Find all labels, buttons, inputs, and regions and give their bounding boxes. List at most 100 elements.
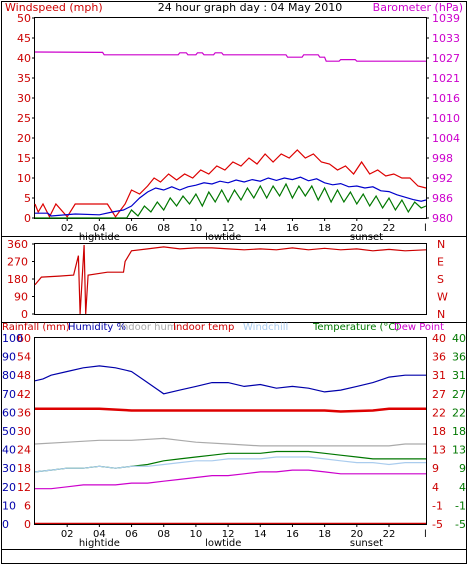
header-dewpoint: Dew Point xyxy=(394,322,444,333)
bottom-left-inner-tick: 42 xyxy=(17,388,31,401)
top-left-tick: 0 xyxy=(24,212,31,225)
x-tick-label: 04 xyxy=(93,223,106,234)
bottom-left-outer-tick: 10 xyxy=(2,499,16,512)
bottom-right-inner-tick: -1 xyxy=(432,499,443,512)
bottom-header-labels: Rainfall (mm) Humidity % Indoor hum Indo… xyxy=(2,322,444,333)
x-tick-label: 02 xyxy=(61,529,74,540)
header-temperature: Temperature (°C) xyxy=(312,322,399,333)
series-indoor-hum xyxy=(34,437,426,447)
tide-marker-label: lowtide xyxy=(205,538,241,549)
series-barometer xyxy=(34,51,426,62)
bottom-left-outer-tick: 0 xyxy=(2,518,9,531)
bottom-left-outer-tick: 90 xyxy=(2,351,16,364)
series-layer xyxy=(34,51,427,525)
bottom-left-inner-tick: 6 xyxy=(24,499,31,512)
bottom-right-outer-tick: 4 xyxy=(459,481,466,494)
bottom-left-inner-tick: 60 xyxy=(17,332,31,345)
series-wind-avg xyxy=(35,182,427,219)
tide-marker-label: sunset xyxy=(350,538,383,549)
x-tick-label: 08 xyxy=(157,529,170,540)
bottom-left-inner-tick: 48 xyxy=(17,369,31,382)
header-rainfall: Rainfall (mm) xyxy=(2,322,70,333)
series-wind-direction xyxy=(34,244,427,315)
bottom-left-inner-tick: 30 xyxy=(17,425,31,438)
top-right-tick: 1039 xyxy=(432,12,460,25)
bottom-right-outer-tick: 27 xyxy=(452,388,466,401)
direction-left-tick: 360 xyxy=(7,238,28,251)
x-tick-label: 22 xyxy=(383,529,396,540)
header-indoor-hum: Indoor hum xyxy=(119,322,177,333)
header-humidity: Humidity % xyxy=(68,322,126,333)
x-tick-label: 06 xyxy=(125,223,138,234)
top-right-tick: 980 xyxy=(432,212,453,225)
bottom-right-inner-tick: 27 xyxy=(432,388,446,401)
direction-left-tick: 90 xyxy=(14,291,28,304)
bottom-right-outer-tick: -1 xyxy=(455,499,466,512)
top-right-tick: 1016 xyxy=(432,92,460,105)
top-left-tick: 25 xyxy=(17,112,31,125)
bottom-right-outer-tick: 31 xyxy=(452,369,466,382)
bottom-plot-frame xyxy=(34,337,427,525)
bottom-left-inner-tick: 24 xyxy=(17,444,31,457)
x-tick-label: 02 xyxy=(61,223,74,234)
x-tick-label: 04 xyxy=(93,529,106,540)
bottom-right-inner-tick: 13 xyxy=(432,444,446,457)
header-indoor-temp: Indoor temp xyxy=(173,322,234,333)
marker-layer: hightide lowtide sunset hightide lowtide suns… xyxy=(79,232,383,549)
bottom-right-outer-tick: -5 xyxy=(455,518,466,531)
top-right-tick: 1021 xyxy=(432,72,460,85)
bottom-left-inner-tick: 18 xyxy=(17,462,31,475)
top-left-tick: 35 xyxy=(17,72,31,85)
bottom-right-inner-tick: 36 xyxy=(432,351,446,364)
series-windchill xyxy=(34,456,426,473)
top-right-axis-label: Barometer (hPa) xyxy=(373,1,463,14)
x-tick-label: 16 xyxy=(286,529,299,540)
top-left-tick: 30 xyxy=(17,92,31,105)
x-tick-label: 18 xyxy=(318,529,331,540)
x-end-tick: l xyxy=(424,223,427,234)
bottom-left-outer-tick: 70 xyxy=(2,388,16,401)
tide-marker-label: hightide xyxy=(79,538,120,549)
top-left-tick: 5 xyxy=(24,192,31,205)
x-tick-label: 06 xyxy=(125,529,138,540)
top-right-tick: 1027 xyxy=(432,52,460,65)
direction-compass-tick: N xyxy=(437,308,445,321)
top-right-tick: 998 xyxy=(432,152,453,165)
bottom-right-inner-tick: 31 xyxy=(432,369,446,382)
bottom-right-inner-tick: 9 xyxy=(432,462,439,475)
bottom-right-inner-tick: 40 xyxy=(432,332,446,345)
x-tick-label: 16 xyxy=(286,223,299,234)
tide-marker-label: sunset xyxy=(350,232,383,243)
bottom-left-outer-tick: 30 xyxy=(2,462,16,475)
bottom-left-outer-tick: 50 xyxy=(2,425,16,438)
direction-compass-tick: S xyxy=(437,273,444,286)
bottom-left-outer-tick: 80 xyxy=(2,369,16,382)
x-end-tick: l xyxy=(424,529,427,540)
top-right-tick: 992 xyxy=(432,172,453,185)
x-tick-label: 20 xyxy=(350,223,363,234)
top-right-tick: 1004 xyxy=(432,132,460,145)
top-right-tick: 1010 xyxy=(432,112,460,125)
bottom-left-outer-tick: 60 xyxy=(2,406,16,419)
x-tick-label: 12 xyxy=(222,529,235,540)
x-tick-label: 10 xyxy=(190,529,203,540)
series-gust xyxy=(34,149,427,219)
tick-label-layer: 0510152025303540455098098699299810041010… xyxy=(2,12,466,540)
x-tick-label: 22 xyxy=(383,223,396,234)
bottom-left-inner-tick: 36 xyxy=(17,406,31,419)
x-tick-label: 20 xyxy=(350,529,363,540)
bottom-left-outer-tick: 100 xyxy=(2,332,23,345)
x-tick-label: 18 xyxy=(318,223,331,234)
series-humidity xyxy=(34,365,426,395)
x-tick-label: 10 xyxy=(190,223,203,234)
series-indoor-temp xyxy=(35,407,426,413)
bottom-right-outer-tick: 36 xyxy=(452,351,466,364)
bottom-left-outer-tick: 20 xyxy=(2,481,16,494)
tide-marker-label: lowtide xyxy=(205,232,241,243)
direction-left-tick: 180 xyxy=(7,273,28,286)
bottom-right-outer-tick: 13 xyxy=(452,444,466,457)
top-left-tick: 15 xyxy=(17,152,31,165)
bottom-right-inner-tick: 18 xyxy=(432,425,446,438)
